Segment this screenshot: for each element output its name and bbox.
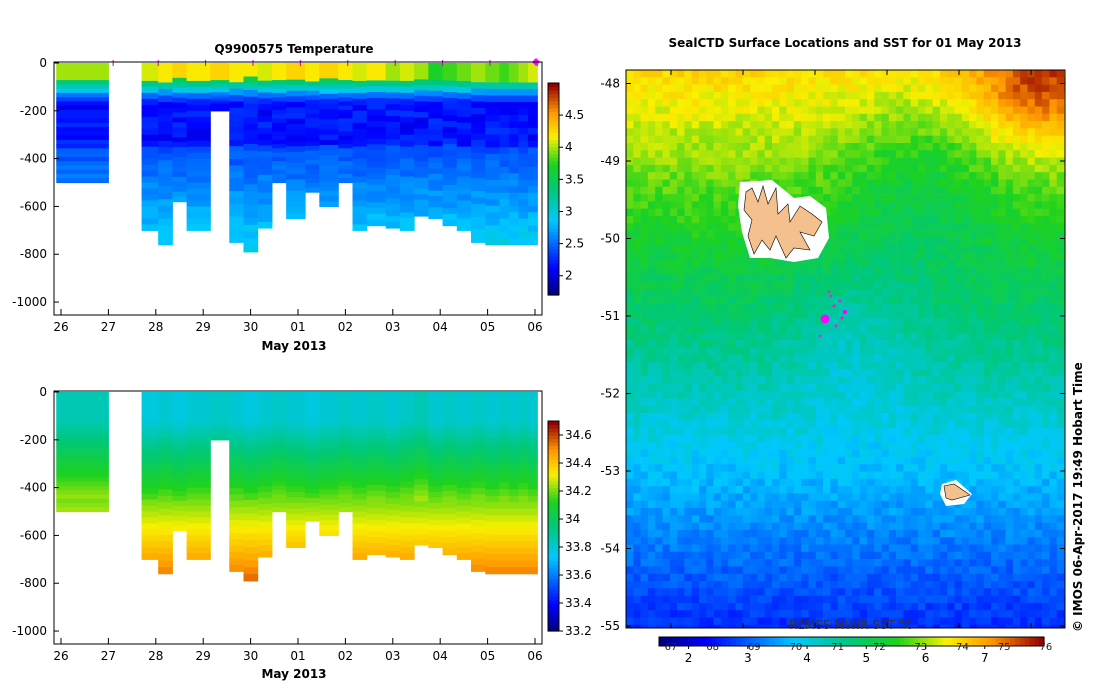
colorbar-frame bbox=[547, 82, 560, 296]
colorbar-f-label: 75 bbox=[998, 642, 1011, 653]
x-tick-label: 30 bbox=[243, 649, 258, 663]
x-tick-label: 02 bbox=[338, 320, 353, 334]
temperature-section bbox=[56, 63, 538, 253]
colorbar-tick-label: 34.4 bbox=[565, 456, 592, 470]
x-tick-label: 30 bbox=[243, 320, 258, 334]
y-tick-label: -200 bbox=[20, 433, 47, 447]
x-tick-label: 26 bbox=[53, 320, 68, 334]
island-kerguelen-land bbox=[743, 184, 823, 259]
x-tick-label: 05 bbox=[480, 649, 495, 663]
colorbar-tick-label: 33.6 bbox=[565, 568, 592, 582]
colorbar-frame bbox=[547, 420, 560, 632]
temperature-xlabel: May 2013 bbox=[261, 339, 326, 353]
colorbar-f-label: 71 bbox=[831, 642, 844, 653]
y-tick-label: -1000 bbox=[12, 624, 47, 638]
colorbar-tick-label: 3 bbox=[744, 651, 752, 665]
temperature-colorbar: 2 2.5 3 3.5 4 4.5 bbox=[547, 82, 584, 296]
y-tick-label: -50 bbox=[600, 232, 620, 246]
colorbar-tick-label: 2 bbox=[565, 269, 573, 283]
sst-colorbar-label: REMSS MWIR SST °C bbox=[789, 618, 913, 632]
y-tick-label: 0 bbox=[39, 56, 47, 70]
y-tick-label: -48 bbox=[600, 77, 620, 91]
colorbar-f-label: 67 bbox=[665, 642, 678, 653]
salinity-colorbar: 33.2 33.4 33.6 33.8 34 34.2 34.4 34.6 bbox=[547, 420, 592, 638]
salinity-section bbox=[56, 392, 538, 582]
salinity-xlabel: May 2013 bbox=[261, 667, 326, 681]
colorbar-f-label: 74 bbox=[956, 642, 969, 653]
colorbar-f-label: 70 bbox=[790, 642, 803, 653]
y-tick-label: -53 bbox=[600, 464, 620, 478]
y-tick-label: -400 bbox=[20, 152, 47, 166]
colorbar-tick-label: 34 bbox=[565, 512, 580, 526]
colorbar-tick-label: 4 bbox=[803, 651, 811, 665]
x-tick-label: 03 bbox=[385, 649, 400, 663]
x-tick-label: 06 bbox=[527, 649, 542, 663]
sst-colorbar: 2 3 4 5 6 767 68 69 70 71 72 73 74 75 76 bbox=[658, 636, 1052, 665]
colorbar-tick-label: 33.2 bbox=[565, 624, 592, 638]
x-tick-label: 28 bbox=[148, 320, 163, 334]
colorbar-tick-label: 3 bbox=[565, 204, 573, 218]
colorbar-tick-label: 2 bbox=[685, 651, 693, 665]
temperature-title: Q9900575 Temperature bbox=[214, 42, 373, 56]
profile-markers bbox=[112, 58, 540, 66]
y-tick-label: -400 bbox=[20, 481, 47, 495]
x-tick-label: 28 bbox=[148, 649, 163, 663]
y-tick-label: -600 bbox=[20, 528, 47, 542]
colorbar-f-label: 68 bbox=[706, 642, 719, 653]
map-title: SealCTD Surface Locations and SST for 01… bbox=[668, 36, 1021, 50]
island-heard bbox=[943, 483, 971, 501]
colorbar-tick-label: 6 bbox=[922, 651, 930, 665]
x-tick-label: 04 bbox=[433, 649, 448, 663]
colorbar-tick-label: 2.5 bbox=[565, 237, 584, 251]
colorbar-tick-label: 34.2 bbox=[565, 484, 592, 498]
y-tick-label: -51 bbox=[600, 309, 620, 323]
colorbar-f-label: 76 bbox=[1039, 642, 1052, 653]
y-tick-label: -200 bbox=[20, 104, 47, 118]
colorbar-tick-label: 4.5 bbox=[565, 108, 584, 122]
colorbar-tick-label: 3.5 bbox=[565, 172, 584, 186]
x-tick-label: 29 bbox=[196, 320, 211, 334]
x-tick-label: 03 bbox=[385, 320, 400, 334]
colorbar-f-label: 73 bbox=[915, 642, 928, 653]
colorbar-tick-label: 4 bbox=[565, 140, 573, 154]
colorbar-tick-label: 33.8 bbox=[565, 540, 592, 554]
x-tick-label: 01 bbox=[290, 320, 305, 334]
y-tick-label: -600 bbox=[20, 199, 47, 213]
y-tick-label: -1000 bbox=[12, 295, 47, 309]
x-tick-label: 26 bbox=[53, 649, 68, 663]
y-tick-label: 0 bbox=[39, 385, 47, 399]
y-tick-label: -52 bbox=[600, 387, 620, 401]
x-tick-label: 05 bbox=[480, 320, 495, 334]
x-tick-label: 27 bbox=[101, 649, 116, 663]
x-tick-label: 29 bbox=[196, 649, 211, 663]
y-tick-label: -54 bbox=[600, 542, 620, 556]
y-tick-label: -55 bbox=[600, 619, 620, 633]
map-credit: © IMOS 06-Apr-2017 19:49 Hobart Time bbox=[1071, 362, 1085, 632]
colorbar-tick-label: 5 bbox=[862, 651, 870, 665]
y-tick-label: -800 bbox=[20, 576, 47, 590]
x-tick-label: 27 bbox=[101, 320, 116, 334]
map-frame bbox=[625, 69, 1066, 629]
x-tick-label: 02 bbox=[338, 649, 353, 663]
x-tick-label: 01 bbox=[290, 649, 305, 663]
colorbar-f-label: 72 bbox=[873, 642, 886, 653]
colorbar-tick-label: 7 bbox=[981, 651, 989, 665]
ctd-locations bbox=[818, 290, 848, 338]
x-tick-label: 06 bbox=[527, 320, 542, 334]
x-tick-label: 04 bbox=[433, 320, 448, 334]
colorbar-tick-label: 33.4 bbox=[565, 596, 592, 610]
colorbar-tick-label: 34.6 bbox=[565, 428, 592, 442]
sst-map bbox=[626, 70, 1065, 628]
colorbar-frame bbox=[658, 636, 1045, 647]
y-tick-label: -800 bbox=[20, 247, 47, 261]
colorbar-f-label: 69 bbox=[748, 642, 761, 653]
y-tick-label: -49 bbox=[600, 154, 620, 168]
